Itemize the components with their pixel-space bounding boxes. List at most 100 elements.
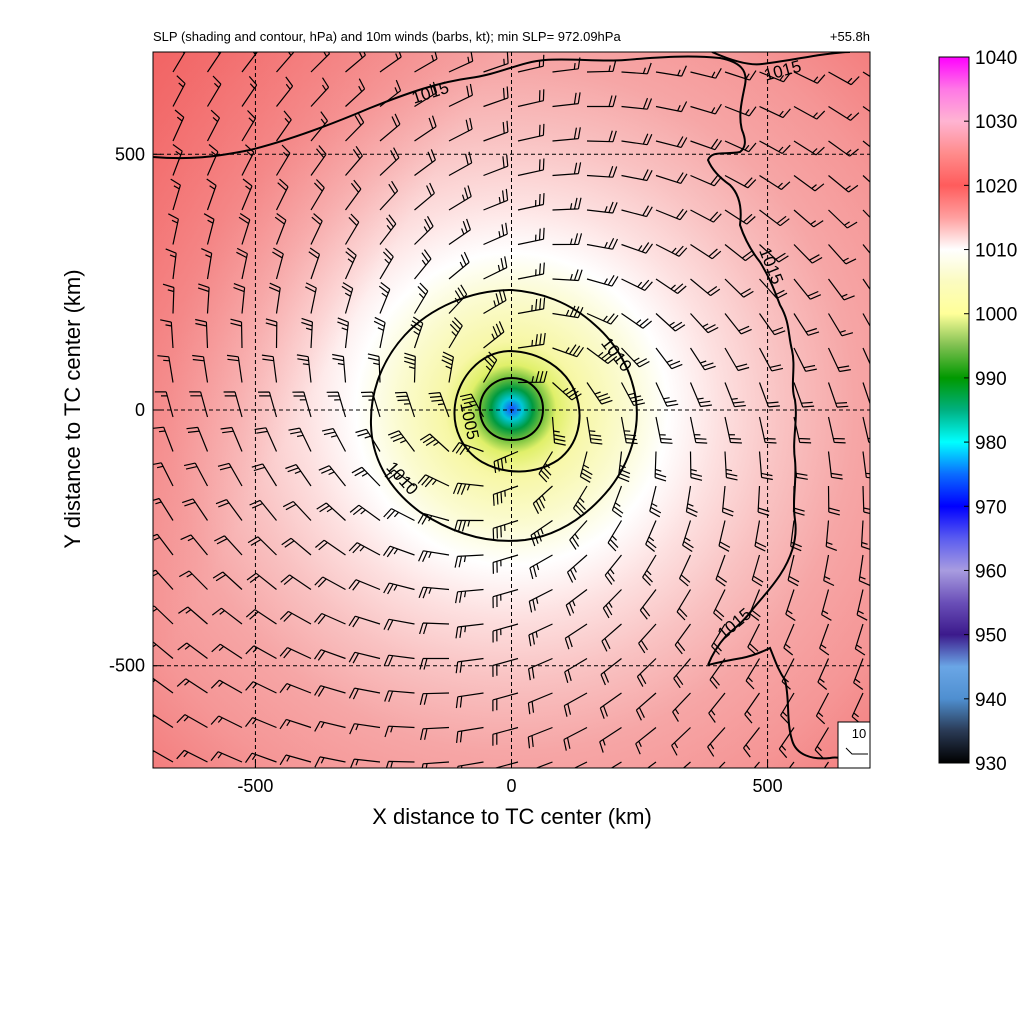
wind-barb-423 xyxy=(279,754,312,766)
wind-barb-353 xyxy=(783,623,795,656)
wind-barb-93 xyxy=(483,188,509,211)
wind-barb-65 xyxy=(241,144,255,176)
wind-barb-220 xyxy=(551,416,566,446)
wind-barb-415 xyxy=(743,727,760,758)
wind-barb-63 xyxy=(172,144,183,176)
contour-1015-northwest xyxy=(153,55,797,666)
wind-barb-237 xyxy=(387,430,415,452)
wind-barb-83 xyxy=(862,175,870,183)
wind-barb-56 xyxy=(655,136,688,148)
wind-barb-295 xyxy=(214,535,243,556)
wind-barb-324 xyxy=(492,588,519,609)
wind-barb-206 xyxy=(758,382,780,408)
wind-barb-67 xyxy=(310,145,327,176)
wind-barb-119 xyxy=(655,243,688,257)
wind-barb-3 xyxy=(276,52,295,73)
wind-barb-132 xyxy=(379,248,394,280)
wind-barb-161 xyxy=(655,313,686,332)
wind-barb-207 xyxy=(793,382,815,408)
wind-barb-99 xyxy=(690,209,722,223)
wind-barb-284 xyxy=(569,520,588,550)
wind-barb-357 xyxy=(177,642,208,659)
wind-barb-103 xyxy=(828,209,858,229)
wind-barb-298 xyxy=(315,539,346,556)
wind-barb-421 xyxy=(210,751,243,763)
wind-barb-390 xyxy=(599,692,622,719)
wind-barb-398 xyxy=(153,713,174,729)
wind-barb-21 xyxy=(172,75,186,107)
wind-barb-224 xyxy=(689,416,708,444)
colorbar-tick-label-5: 980 xyxy=(975,433,1007,454)
wind-barb-150 xyxy=(268,282,281,314)
wind-barb-74 xyxy=(552,162,582,177)
wind-barb-157 xyxy=(517,297,546,315)
wind-barb-329 xyxy=(676,589,692,621)
wind-barb-141 xyxy=(690,278,721,297)
wind-barb-362 xyxy=(348,651,381,664)
wind-barb-226 xyxy=(758,416,777,444)
wind-barb-173 xyxy=(337,317,349,349)
wind-barb-125 xyxy=(862,244,870,254)
wind-barb-363 xyxy=(383,654,415,667)
wind-barb-322 xyxy=(418,586,450,599)
wind-barb-411 xyxy=(599,726,622,753)
wind-barb-321 xyxy=(383,582,415,595)
wind-barb-350 xyxy=(674,623,691,655)
wind-barb-305 xyxy=(566,554,588,583)
wind-barb-95 xyxy=(552,197,582,211)
wind-barb-198 xyxy=(482,351,498,383)
wind-barb-336 xyxy=(178,606,208,625)
wind-barb-349 xyxy=(638,623,657,654)
wind-barb-216 xyxy=(360,391,381,418)
wind-barb-264 xyxy=(611,485,624,518)
colorbar-tick-label-3: 960 xyxy=(975,561,1007,582)
wind-barb-159 xyxy=(586,312,619,325)
wind-barb-334 xyxy=(856,589,868,621)
wind-barb-345 xyxy=(492,623,519,643)
wind-barb-6 xyxy=(379,52,402,73)
colorbar-ticks: 930 940 950 960 970 980 990 1000 1010 1020 1030 104… xyxy=(964,48,1017,775)
wind-barb-36 xyxy=(690,103,722,115)
wind-barb-50 xyxy=(448,117,473,142)
wind-barb-177 xyxy=(483,321,505,349)
wind-barb-250 xyxy=(862,451,870,479)
wind-barb-60 xyxy=(793,140,825,156)
wind-barb-368 xyxy=(564,657,588,683)
wind-barb-5 xyxy=(345,52,366,73)
wind-barb-271 xyxy=(862,485,870,515)
wind-barb-238 xyxy=(419,433,450,452)
wind-barb-8 xyxy=(448,52,474,73)
wind-barb-323 xyxy=(455,588,484,604)
wind-barb-204 xyxy=(689,382,712,408)
wind-barb-96 xyxy=(586,201,618,214)
colorbar-tick-label-1: 940 xyxy=(975,690,1007,711)
wind-barb-314 xyxy=(153,569,174,590)
wind-barb-404 xyxy=(349,723,381,735)
wind-barb-235 xyxy=(321,428,347,452)
wind-barb-426 xyxy=(385,760,415,768)
wind-barb-280 xyxy=(417,513,450,525)
wind-barb-156 xyxy=(483,289,507,315)
slp-contours xyxy=(153,52,853,768)
wind-barb-420 xyxy=(176,749,208,763)
wind-barb-275 xyxy=(249,499,277,521)
reference-vector-label: 10 xyxy=(852,726,866,741)
wind-barb-129 xyxy=(272,247,284,280)
wind-barb-94 xyxy=(517,193,545,211)
wind-barb-316 xyxy=(212,571,243,590)
wind-barb-108 xyxy=(274,213,287,245)
wind-barb-432 xyxy=(610,761,622,768)
wind-barb-86 xyxy=(241,178,253,211)
wind-barb-211 xyxy=(189,391,209,418)
wind-barb-79 xyxy=(724,174,757,189)
wind-barb-312 xyxy=(823,554,835,587)
wind-barb-382 xyxy=(314,685,346,697)
wind-barb-320 xyxy=(348,579,381,591)
wind-barb-402 xyxy=(279,718,312,730)
wind-barb-37 xyxy=(724,105,757,117)
wind-barb-48 xyxy=(379,113,401,142)
x-axis-label: X distance to TC center (km) xyxy=(372,804,652,829)
wind-barb-306 xyxy=(604,554,622,585)
wind-barb-110 xyxy=(344,213,360,245)
wind-barb-45 xyxy=(276,110,292,142)
